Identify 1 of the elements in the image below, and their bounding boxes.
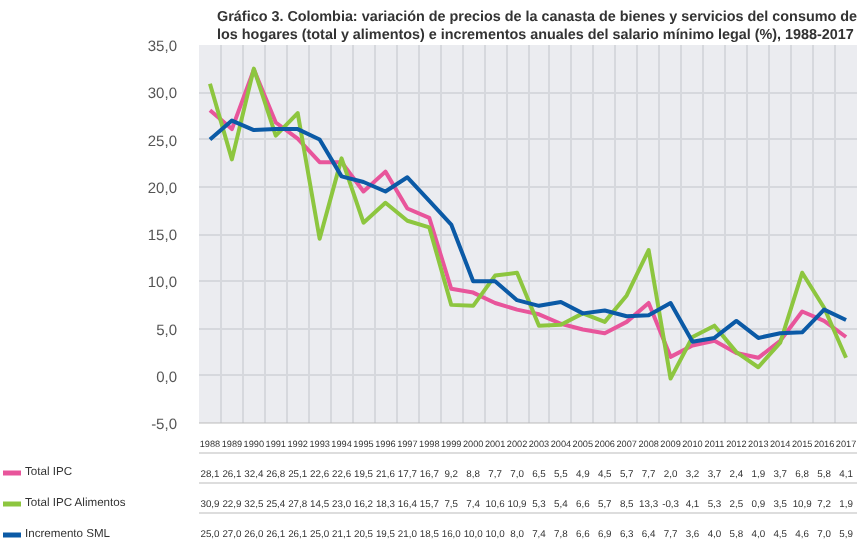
line-series [207, 118, 849, 344]
